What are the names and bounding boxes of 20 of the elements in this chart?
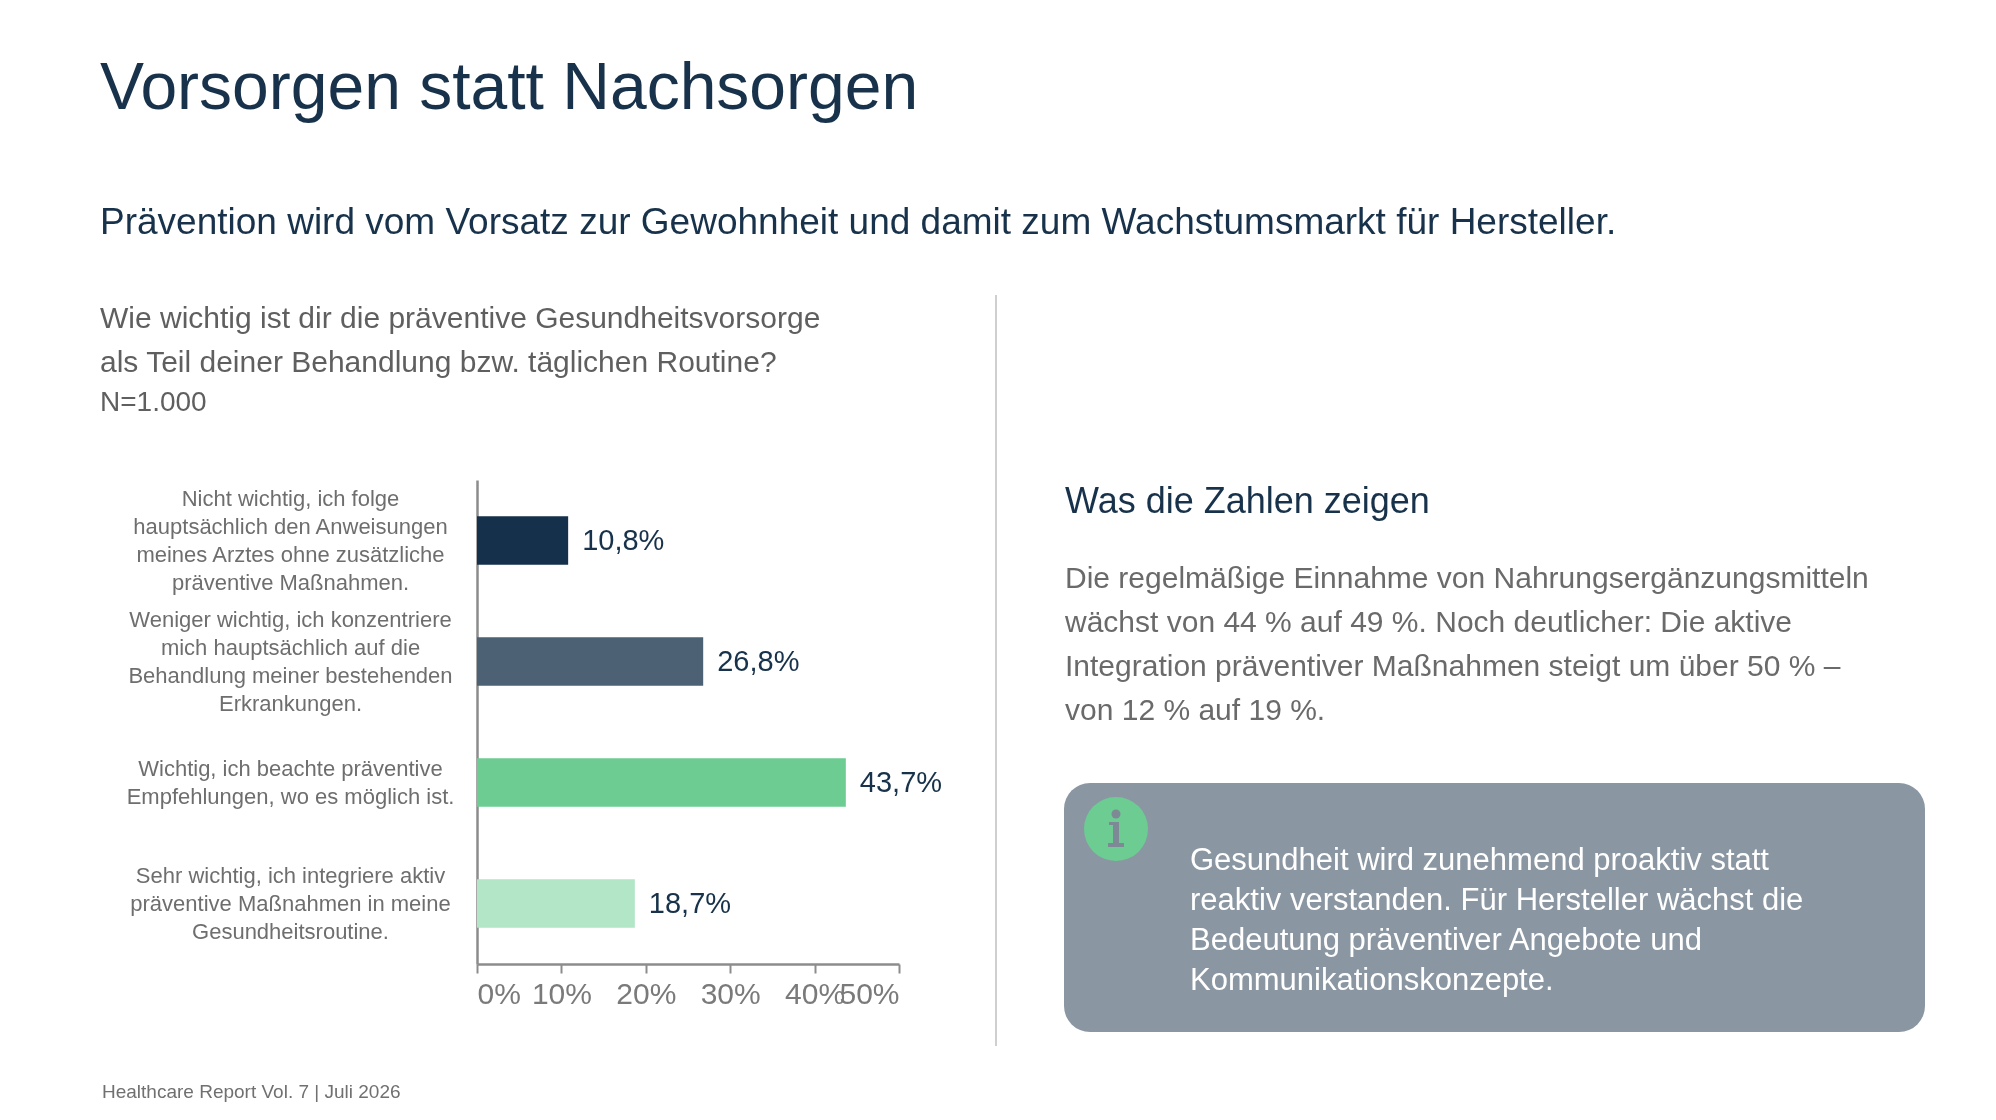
y-tick-label: Wichtig, ich beachte präventive Empfehlungen, wo es möglich ist.: [126, 755, 455, 809]
data-label: 18,7%: [648, 886, 732, 919]
text: Die regelmäßige Einnahme von Nahrungsergänzungsmitteln wächst von 44 % auf 49 %. Noch deutlicher: Die aktive Integration präventiver Maßnahmen steigt um über 50 % – von 12 % auf 19 %.: [1065, 560, 1870, 728]
text: Was die Zahlen zeigen: [1065, 479, 1431, 523]
text: Gesundheit wird zunehmend proaktiv statt reaktiv verstanden. Für Hersteller wächst die Bedeutung präventiver Angebote und Kommunikationskonzepte.: [1190, 841, 1805, 999]
y-tick-label: Sehr wichtig, ich integriere aktiv präventive Maßnahmen in meine Gesundheitsroutine.: [130, 862, 451, 944]
x-tick-label: 0%: [477, 976, 521, 1010]
y-tick-label: Weniger wichtig, ich konzentriere mich hauptsächlich auf die Behandlung meiner bestehenden Erkrankungen.: [128, 606, 453, 716]
x-tick-label: 20%: [616, 976, 677, 1010]
text: Healthcare Report Vol. 7 | Juli 2026: [102, 1080, 402, 1104]
x-tick-label: 30%: [700, 976, 761, 1010]
data-label: 10,8%: [582, 523, 665, 556]
y-tick-label: Nicht wichtig, ich folge hauptsächlich den Anweisungen meines Arztes ohne zusätzliche präventive Maßnahmen.: [133, 485, 448, 595]
data-label: 43,7%: [859, 765, 943, 798]
text: Wie wichtig ist dir die präventive Gesundheitsvorsorge als Teil deiner Behandlung bzw. täglichen Routine?: [100, 300, 822, 380]
chart-subtitle: Prävention wird vom Vorsatz zur Gewohnheit und damit zum Wachstumsmarkt für Hersteller.: [100, 200, 1617, 244]
chart-title: Vorsorgen statt Nachsorgen: [100, 48, 919, 125]
data-label: 26,8%: [717, 644, 800, 677]
text: N=1.000: [100, 385, 208, 419]
x-tick-label: 10%: [531, 976, 592, 1010]
